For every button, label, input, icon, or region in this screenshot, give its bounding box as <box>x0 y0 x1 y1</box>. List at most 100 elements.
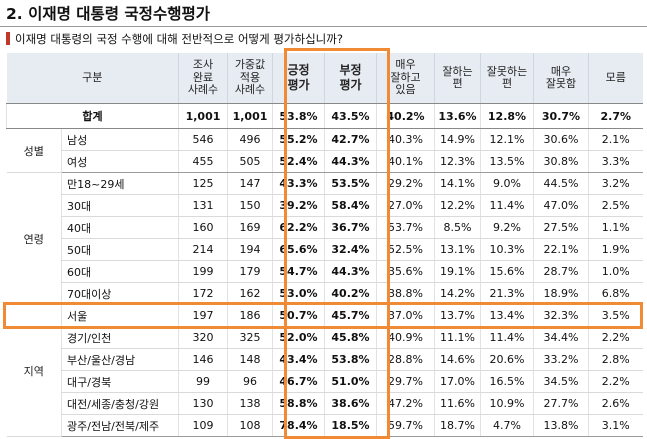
table-cell: 44.3% <box>324 150 377 173</box>
row-label: 만18~29세 <box>61 172 179 195</box>
row-label: 광주/전남/전북/제주 <box>61 414 179 437</box>
table-cell: 12.1% <box>480 128 534 151</box>
table-cell: 34.4% <box>533 326 589 349</box>
table-cell: 13.8% <box>533 414 589 437</box>
table-cell: 55.2% <box>272 128 325 151</box>
table-cell: 28.8% <box>376 348 435 371</box>
table-cell: 2.8% <box>588 348 643 371</box>
table-cell: 52.5% <box>376 238 435 261</box>
table-body: 합계 1,001 1,001 53.8% 43.5% 40.2% 13.6% 12.8% 30.… <box>6 103 643 437</box>
table-row: 광주/전남/전북/제주 109 108 78.4% 18.5% 59.7% 18.7% 4.7… <box>7 414 643 437</box>
table-row: 40대 160 169 62.2% 36.7% 53.7% 8.5% 9.2% 27.5% 1.1… <box>7 216 643 239</box>
table-row: 30대 131 150 39.2% 58.4% 27.0% 12.2% 11.4% 47.0% 2… <box>7 194 643 217</box>
table-cell: 53.7% <box>376 216 435 239</box>
table-cell: 50.7% <box>272 304 325 327</box>
table-cell: 13.4% <box>480 304 534 327</box>
table-cell: 130 <box>178 392 228 415</box>
table-row: 성별 남성 546 496 55.2% 42.7% 40.3% 14.9% 12.1% 30.6%… <box>6 128 643 173</box>
table-row: 연령 만18~29세 125 147 43.3% 53.5% 29.2% 14.1% 9.0% 4… <box>6 172 643 305</box>
table-cell: 58.4% <box>324 194 377 217</box>
table-cell: 32.4% <box>324 238 377 261</box>
table-cell: 9.0% <box>480 172 534 195</box>
table-cell: 2.5% <box>588 194 643 217</box>
header-very-bad: 매우 잘못함 <box>533 53 589 104</box>
title-divider <box>0 26 647 27</box>
table-cell: 199 <box>178 260 228 283</box>
table-row: 여성 455 505 52.4% 44.3% 40.1% 12.3% 13.5% 30.8% 3.… <box>7 150 643 173</box>
table-cell: 30.7% <box>533 103 589 129</box>
row-label: 50대 <box>61 238 179 261</box>
table-cell: 29.7% <box>376 370 435 393</box>
table-cell: 2.2% <box>588 370 643 393</box>
table-cell: 14.9% <box>434 128 481 151</box>
table-cell: 10.3% <box>480 238 534 261</box>
table-cell: 40.3% <box>376 128 435 151</box>
table-cell: 47.2% <box>376 392 435 415</box>
table-cell: 37.0% <box>376 304 435 327</box>
table-row: 60대 199 179 54.7% 44.3% 35.6% 19.1% 15.6% 28.7% 1… <box>7 260 643 283</box>
table-row-total: 합계 1,001 1,001 53.8% 43.5% 40.2% 13.6% 12.8% 30.… <box>6 103 643 129</box>
table-cell: 194 <box>227 238 273 261</box>
table-cell: 172 <box>178 282 228 305</box>
table-cell: 108 <box>227 414 273 437</box>
question-marker <box>6 32 10 45</box>
table-cell: 325 <box>227 326 273 349</box>
table-row: 50대 214 194 65.6% 32.4% 52.5% 13.1% 10.3% 22.1% 1… <box>7 238 643 261</box>
table-cell: 45.7% <box>324 304 377 327</box>
table-cell: 162 <box>227 282 273 305</box>
table-cell: 59.7% <box>376 414 435 437</box>
table-cell: 1.9% <box>588 238 643 261</box>
table-cell: 62.2% <box>272 216 325 239</box>
table-cell: 34.5% <box>533 370 589 393</box>
table-cell: 32.3% <box>533 304 589 327</box>
table-row: 지역 서울 197 186 50.7% 45.7% 37.0% 13.7% 13.4% 32.3%… <box>6 304 643 437</box>
table-cell: 27.0% <box>376 194 435 217</box>
table-cell: 3.2% <box>588 172 643 195</box>
table-cell: 15.6% <box>480 260 534 283</box>
total-label: 합계 <box>6 103 179 129</box>
table-cell: 6.8% <box>588 282 643 305</box>
table-cell: 43.5% <box>324 103 377 129</box>
table-cell: 39.2% <box>272 194 325 217</box>
header-row: 구분 조사 완료 사례수 가중값 적용 사례수 긍정 평가 부정 평가 매우 잘하고 있음 잘하… <box>6 53 643 104</box>
table-cell: 146 <box>178 348 228 371</box>
table-cell: 22.1% <box>533 238 589 261</box>
header-bad: 잘못하는 편 <box>480 53 534 104</box>
table-cell: 12.3% <box>434 150 481 173</box>
header-very-good: 매우 잘하고 있음 <box>376 53 435 104</box>
table-cell: 53.5% <box>324 172 377 195</box>
table-cell: 28.7% <box>533 260 589 283</box>
table-cell: 30.6% <box>533 128 589 151</box>
table-cell: 14.1% <box>434 172 481 195</box>
table-cell: 65.6% <box>272 238 325 261</box>
table-cell: 52.0% <box>272 326 325 349</box>
group-label: 연령 <box>6 172 62 305</box>
table-cell: 44.5% <box>533 172 589 195</box>
table-cell: 496 <box>227 128 273 151</box>
table-cell: 11.4% <box>480 326 534 349</box>
table-cell: 138 <box>227 392 273 415</box>
table-cell: 186 <box>227 304 273 327</box>
table-row: 부산/울산/경남 146 148 43.4% 53.8% 28.8% 14.6% 20.6% 3… <box>7 348 643 371</box>
table-cell: 1.1% <box>588 216 643 239</box>
table-row: 경기/인천 320 325 52.0% 45.8% 40.9% 11.1% 11.4% 34.4… <box>7 326 643 349</box>
header-unknown: 모름 <box>588 53 643 104</box>
table-cell: 214 <box>178 238 228 261</box>
header-good: 잘하는 편 <box>434 53 481 104</box>
table-cell: 18.7% <box>434 414 481 437</box>
row-label: 경기/인천 <box>61 326 179 349</box>
results-table: 구분 조사 완료 사례수 가중값 적용 사례수 긍정 평가 부정 평가 매우 잘하고 있음 잘하… <box>6 53 643 437</box>
table-cell: 42.7% <box>324 128 377 151</box>
row-label: 서울 <box>61 304 179 327</box>
table-cell: 1.0% <box>588 260 643 283</box>
table-cell: 4.7% <box>480 414 534 437</box>
table-cell: 147 <box>227 172 273 195</box>
table-cell: 13.7% <box>434 304 481 327</box>
header-weighted: 가중값 적용 사례수 <box>227 53 273 104</box>
table-cell: 3.5% <box>588 304 643 327</box>
table-cell: 27.5% <box>533 216 589 239</box>
group-label: 지역 <box>6 304 62 437</box>
table-cell: 455 <box>178 150 228 173</box>
table-cell: 38.8% <box>376 282 435 305</box>
table-cell: 179 <box>227 260 273 283</box>
